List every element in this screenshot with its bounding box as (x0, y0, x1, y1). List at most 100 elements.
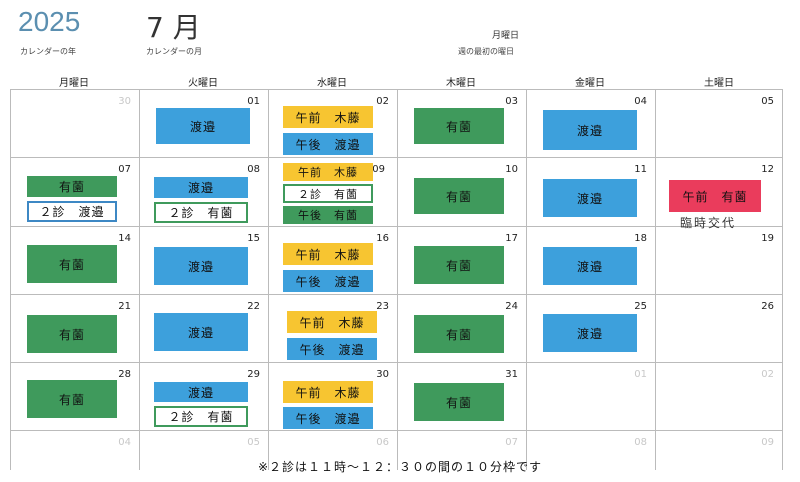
event-block[interactable]: 午前 木藤 (287, 311, 377, 333)
event-block[interactable]: 渡邉 (543, 314, 637, 352)
day-number: 25 (634, 301, 647, 312)
event-block[interactable]: 午前 有薗 (669, 180, 761, 212)
event-block[interactable]: 渡邉 (543, 110, 637, 150)
event-block[interactable]: 渡邉 (154, 313, 248, 351)
event-block[interactable]: 午後 渡邉 (283, 270, 373, 292)
day-number: 15 (247, 233, 260, 244)
weekday-tue: 火曜日 (188, 78, 218, 89)
week-first-day: 月曜日 (492, 31, 520, 41)
day-cell[interactable]: 31 有薗 (398, 363, 527, 431)
event-block[interactable]: 午前 木藤 (283, 381, 373, 403)
day-cell[interactable]: 26 (656, 295, 783, 363)
day-number: 31 (505, 369, 518, 380)
calendar-year: 2025 (18, 6, 81, 37)
event-block[interactable]: 渡邉 (154, 382, 248, 402)
day-cell[interactable]: 28 有薗 (11, 363, 140, 431)
handwritten-note: 臨時交代 (680, 216, 737, 230)
day-cell[interactable]: 07 有薗 ２診 渡邉 (11, 158, 140, 227)
calendar-grid: 30 01 渡邉 02 午前 木藤 午後 渡邉 03 有薗 04 渡邉 05 0… (10, 89, 783, 470)
day-cell[interactable]: 09 午前 木藤 ２診 有薗 午後 有薗 (269, 158, 398, 227)
event-block[interactable]: 午後 渡邉 (287, 338, 377, 360)
day-number: 17 (505, 233, 518, 244)
day-number: 18 (634, 233, 647, 244)
day-number: 22 (247, 301, 260, 312)
day-number: 07 (118, 164, 131, 175)
day-number: 19 (761, 233, 774, 244)
day-cell[interactable]: 07 (398, 431, 527, 470)
event-block[interactable]: 午後 渡邉 (283, 407, 373, 429)
day-number: 10 (505, 164, 518, 175)
day-cell[interactable]: 17 有薗 (398, 227, 527, 295)
event-block[interactable]: ２診 有薗 (154, 202, 248, 223)
footnote: ※２診は１１時～１２：３０の間の１０分枠です (257, 460, 543, 474)
day-cell[interactable]: 25 渡邉 (527, 295, 656, 363)
day-number: 30 (118, 96, 131, 107)
day-number: 05 (247, 437, 260, 448)
day-number: 08 (247, 164, 260, 175)
event-block[interactable]: 有薗 (27, 245, 117, 283)
day-cell[interactable]: 30 午前 木藤 午後 渡邉 (269, 363, 398, 431)
event-block[interactable]: 渡邉 (154, 247, 248, 285)
event-block[interactable]: 有薗 (27, 176, 117, 197)
weekday-mon: 月曜日 (59, 78, 89, 89)
day-cell[interactable]: 18 渡邉 (527, 227, 656, 295)
day-cell[interactable]: 09 (656, 431, 783, 470)
day-number: 09 (761, 437, 774, 448)
day-cell[interactable]: 02 (656, 363, 783, 431)
day-cell[interactable]: 04 (11, 431, 140, 470)
event-block[interactable]: 渡邉 (154, 177, 248, 198)
day-number: 05 (761, 96, 774, 107)
day-number: 21 (118, 301, 131, 312)
event-block[interactable]: 有薗 (27, 380, 117, 418)
event-block[interactable]: 有薗 (414, 246, 504, 284)
event-block[interactable]: 有薗 (414, 383, 504, 421)
day-cell[interactable]: 05 (656, 90, 783, 158)
event-block[interactable]: 有薗 (414, 178, 504, 214)
event-block[interactable]: 午前 木藤 (283, 106, 373, 128)
day-number: 23 (376, 301, 389, 312)
day-cell[interactable]: 22 渡邉 (140, 295, 269, 363)
event-block[interactable]: ２診 有薗 (283, 184, 373, 203)
day-cell[interactable]: 08 渡邉 ２診 有薗 (140, 158, 269, 227)
day-cell[interactable]: 11 渡邉 (527, 158, 656, 227)
day-cell[interactable]: 10 有薗 (398, 158, 527, 227)
day-cell[interactable]: 01 渡邉 (140, 90, 269, 158)
day-number: 12 (761, 164, 774, 175)
day-cell[interactable]: 04 渡邉 (527, 90, 656, 158)
day-cell[interactable]: 12 午前 有薗 臨時交代 (656, 158, 783, 230)
event-block[interactable]: 渡邉 (543, 247, 637, 285)
weekday-thu: 木曜日 (446, 78, 476, 89)
event-block[interactable]: 午前 木藤 (283, 163, 373, 181)
day-cell[interactable]: 05 (140, 431, 269, 470)
day-cell[interactable]: 30 (11, 90, 140, 158)
day-cell[interactable]: 08 (527, 431, 656, 470)
event-block[interactable]: ２診 有薗 (154, 406, 248, 427)
day-number: 04 (118, 437, 131, 448)
day-cell[interactable]: 21 有薗 (11, 295, 140, 363)
event-block[interactable]: 午前 木藤 (283, 243, 373, 265)
day-cell[interactable]: 14 有薗 (11, 227, 140, 295)
day-number: 02 (761, 369, 774, 380)
day-cell[interactable]: 15 渡邉 (140, 227, 269, 295)
event-block[interactable]: 有薗 (27, 315, 117, 353)
day-cell[interactable]: 16 午前 木藤 午後 渡邉 (269, 227, 398, 295)
day-number: 09 (372, 164, 385, 175)
day-number: 14 (118, 233, 131, 244)
event-block[interactable]: 渡邉 (156, 108, 250, 144)
event-block[interactable]: 午後 有薗 (283, 206, 373, 224)
day-cell[interactable]: 24 有薗 (398, 295, 527, 363)
day-cell[interactable]: 06 (269, 431, 398, 470)
event-block[interactable]: 有薗 (414, 108, 504, 144)
day-cell[interactable]: 29 渡邉 ２診 有薗 (140, 363, 269, 431)
event-block[interactable]: 有薗 (414, 315, 504, 353)
day-cell[interactable]: 23 午前 木藤 午後 渡邉 (269, 295, 398, 363)
event-block[interactable]: 午後 渡邉 (283, 133, 373, 155)
day-cell[interactable]: 02 午前 木藤 午後 渡邉 (269, 90, 398, 158)
event-block[interactable]: ２診 渡邉 (27, 201, 117, 222)
day-cell[interactable]: 19 (656, 227, 783, 295)
day-cell[interactable]: 03 有薗 (398, 90, 527, 158)
week-first-day-label: 週の最初の曜日 (458, 47, 514, 56)
calendar-year-label: カレンダーの年 (20, 47, 76, 56)
day-cell[interactable]: 01 (527, 363, 656, 431)
event-block[interactable]: 渡邉 (543, 179, 637, 217)
